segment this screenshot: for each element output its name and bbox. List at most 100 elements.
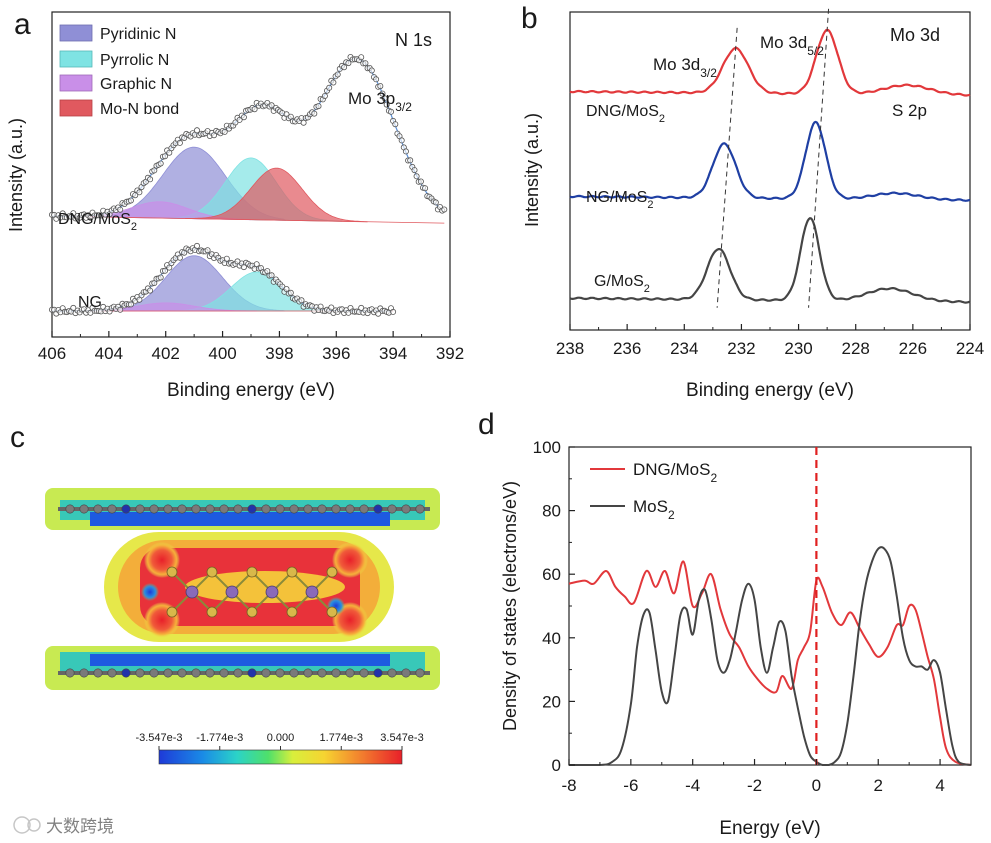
watermark-text: 大数跨境 bbox=[46, 817, 114, 836]
data-point bbox=[176, 139, 183, 146]
panel-d-legend: DNG/MoS2 MoS2 bbox=[590, 460, 717, 522]
series-line-ng-mos2 bbox=[569, 120, 971, 202]
watermark-logo-icon bbox=[27, 818, 41, 832]
data-point bbox=[161, 267, 168, 274]
sulfur-atom bbox=[246, 606, 258, 618]
colorbar-tick-label: 3.547e-3 bbox=[380, 732, 423, 744]
graphene-atom bbox=[177, 668, 187, 678]
molybdenum-atom bbox=[225, 585, 239, 599]
graphene-atom bbox=[275, 504, 285, 514]
x-tick-label: 4 bbox=[935, 776, 944, 795]
data-point bbox=[392, 121, 399, 128]
series-line-g-mos2 bbox=[569, 216, 971, 304]
graphene-atom bbox=[303, 668, 313, 678]
legend-swatch-mon bbox=[59, 99, 93, 117]
graphene-atom bbox=[135, 504, 145, 514]
data-point bbox=[193, 242, 200, 249]
x-tick-label: 392 bbox=[436, 344, 464, 363]
graphene-atom bbox=[345, 668, 355, 678]
y-tick-label: 60 bbox=[542, 565, 561, 584]
graphene-atom bbox=[177, 504, 187, 514]
graphene-atom bbox=[289, 504, 299, 514]
panel-b-title: Mo 3d bbox=[890, 25, 940, 45]
graphene-atom bbox=[135, 668, 145, 678]
data-point bbox=[373, 76, 380, 83]
data-point bbox=[268, 102, 275, 109]
graphene-atom bbox=[359, 668, 369, 678]
x-tick-label: 226 bbox=[899, 339, 927, 358]
graphene-atom bbox=[415, 504, 425, 514]
panel-a-xlabel: Binding energy (eV) bbox=[167, 380, 335, 401]
y-tick-label: 0 bbox=[552, 756, 561, 775]
panel-b: b Mo 3d Mo 3d3/2 Mo 3d5/2 S 2p DNG/MoS2 … bbox=[521, 2, 984, 401]
data-point bbox=[422, 185, 429, 192]
graphene-atom bbox=[331, 668, 341, 678]
baseline bbox=[51, 215, 445, 224]
watermark-logo-icon bbox=[13, 816, 31, 834]
panel-b-xlabel: Binding energy (eV) bbox=[686, 380, 854, 401]
graphene-atom bbox=[261, 668, 271, 678]
legend-label-dng-mos2: DNG/MoS2 bbox=[633, 460, 717, 485]
annotation-mo3d32: Mo 3d3/2 bbox=[653, 55, 717, 80]
graphene-atom bbox=[93, 504, 103, 514]
graphene-atom bbox=[415, 668, 425, 678]
data-point bbox=[417, 178, 424, 185]
panel-d-xlabel: Energy (eV) bbox=[719, 818, 820, 839]
x-tick-label: 396 bbox=[322, 344, 350, 363]
sulfur-atom bbox=[286, 606, 298, 618]
legend-label-mon: Mo-N bond bbox=[100, 101, 179, 118]
sulfur-atom bbox=[326, 566, 338, 578]
legend-label-graphic: Graphic N bbox=[100, 76, 172, 93]
x-tick-label: 398 bbox=[265, 344, 293, 363]
data-point bbox=[157, 274, 164, 281]
data-point bbox=[161, 153, 168, 160]
legend-swatch-graphic bbox=[59, 74, 93, 92]
legend-swatch-pyridinic bbox=[59, 24, 93, 42]
colorbar-gradient bbox=[158, 749, 403, 765]
series-label-dng-mos2-b: DNG/MoS2 bbox=[586, 103, 665, 125]
data-point bbox=[407, 157, 414, 164]
legend-label-pyridinic: Pyridinic N bbox=[100, 26, 176, 43]
data-point bbox=[127, 197, 134, 204]
y-tick-label: 80 bbox=[542, 502, 561, 521]
graphene-atom bbox=[401, 504, 411, 514]
top-layer-blue bbox=[90, 512, 390, 526]
sulfur-atom bbox=[206, 566, 218, 578]
x-tick-label: 404 bbox=[95, 344, 123, 363]
sulfur-atom bbox=[166, 566, 178, 578]
x-tick-label: -6 bbox=[623, 776, 638, 795]
y-tick-label: 20 bbox=[542, 692, 561, 711]
dos-line-mos2 bbox=[568, 546, 972, 767]
panel-label-d: d bbox=[478, 408, 495, 441]
dos-line-dng-mos2 bbox=[568, 560, 972, 766]
graphene-atom bbox=[149, 668, 159, 678]
sulfur-atom bbox=[246, 566, 258, 578]
colorbar-tick-label: 0.000 bbox=[267, 732, 295, 744]
graphene-atom bbox=[247, 668, 257, 678]
data-point bbox=[368, 67, 375, 74]
x-tick-label: 234 bbox=[670, 339, 698, 358]
graphene-atom bbox=[359, 504, 369, 514]
molybdenum-atom bbox=[185, 585, 199, 599]
colorbar-tick-label: -3.547e-3 bbox=[135, 732, 182, 744]
graphene-atom bbox=[345, 504, 355, 514]
panel-d-ylabel: Density of states (electrons/eV) bbox=[500, 481, 520, 731]
graphene-atom bbox=[107, 504, 117, 514]
data-point bbox=[127, 301, 134, 308]
panel-a-ylabel: Intensity (a.u.) bbox=[6, 118, 26, 232]
data-point bbox=[326, 84, 333, 91]
graphene-atom bbox=[247, 504, 257, 514]
component-peak-mo-n-bond bbox=[185, 167, 368, 223]
data-point bbox=[70, 210, 77, 217]
x-tick-label: 238 bbox=[556, 339, 584, 358]
x-tick-label: -2 bbox=[747, 776, 762, 795]
graphene-atom bbox=[219, 504, 229, 514]
panel-a-title: N 1s bbox=[395, 30, 432, 50]
data-point bbox=[390, 308, 397, 315]
graphene-atom bbox=[387, 668, 397, 678]
mos2-center-hole bbox=[185, 571, 345, 603]
graphene-atom bbox=[205, 668, 215, 678]
graphene-atom bbox=[149, 504, 159, 514]
colorbar: -3.547e-3 -1.774e-3 0.000 1.774e-3 3.547e-3 bbox=[135, 732, 424, 765]
